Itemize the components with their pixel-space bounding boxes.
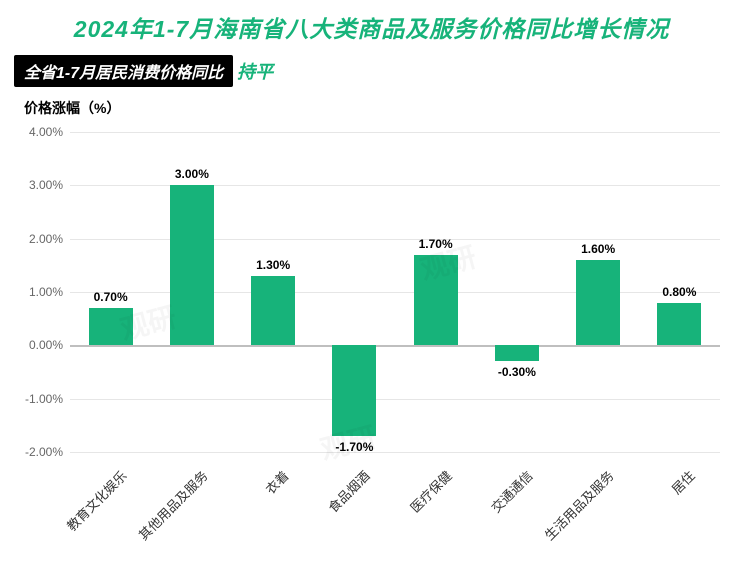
y-tick-label: 0.00%	[3, 338, 63, 352]
gridline	[70, 132, 720, 133]
y-tick-label: 3.00%	[3, 178, 63, 192]
bar-value-label: 1.60%	[581, 242, 615, 256]
bar-value-label: -0.30%	[498, 365, 536, 379]
y-tick-label: -2.00%	[3, 445, 63, 459]
gridline	[70, 399, 720, 400]
bar	[576, 260, 620, 345]
bar-value-label: 1.30%	[256, 258, 290, 272]
bar	[332, 345, 376, 436]
bar-value-label: 0.70%	[94, 290, 128, 304]
x-tick-label: 居住	[667, 466, 699, 498]
gridline	[70, 452, 720, 453]
subtitle-row: 全省1-7月居民消费价格同比 持平	[0, 50, 743, 96]
y-tick-label: -1.00%	[3, 392, 63, 406]
gridline	[70, 185, 720, 186]
bar	[170, 185, 214, 345]
x-tick-label: 生活用品及服务	[540, 466, 618, 544]
y-tick-label: 1.00%	[3, 285, 63, 299]
bar	[657, 303, 701, 346]
bar	[414, 255, 458, 346]
y-tick-label: 4.00%	[3, 125, 63, 139]
chart-area: 0.70% 3.00% 1.30% -1.70% 1.70% -0.30% 1.60% 0.8…	[0, 122, 743, 562]
bar	[251, 276, 295, 345]
chart-title: 2024年1-7月海南省八大类商品及服务价格同比增长情况	[0, 0, 743, 50]
gridline	[70, 292, 720, 293]
zero-line	[70, 345, 720, 347]
bar-value-label: 3.00%	[175, 167, 209, 181]
x-tick-label: 医疗保健	[405, 466, 455, 516]
subtitle-badge: 全省1-7月居民消费价格同比	[14, 55, 233, 87]
x-tick-label: 交通通信	[486, 466, 536, 516]
y-tick-label: 2.00%	[3, 232, 63, 246]
subtitle-tail: 持平	[231, 54, 279, 88]
x-tick-label: 衣着	[261, 466, 293, 498]
x-tick-label: 其他用品及服务	[134, 466, 212, 544]
bar	[495, 345, 539, 361]
gridline	[70, 239, 720, 240]
bar-value-label: 0.80%	[662, 285, 696, 299]
bar-value-label: 1.70%	[419, 237, 453, 251]
bar	[89, 308, 133, 345]
x-tick-label: 食品烟酒	[324, 466, 374, 516]
plot-region: 0.70% 3.00% 1.30% -1.70% 1.70% -0.30% 1.60% 0.8…	[70, 132, 720, 452]
x-tick-label: 教育文化娱乐	[61, 466, 130, 535]
bar-value-label: -1.70%	[335, 440, 373, 454]
y-axis-title: 价格涨幅（%）	[0, 96, 743, 122]
